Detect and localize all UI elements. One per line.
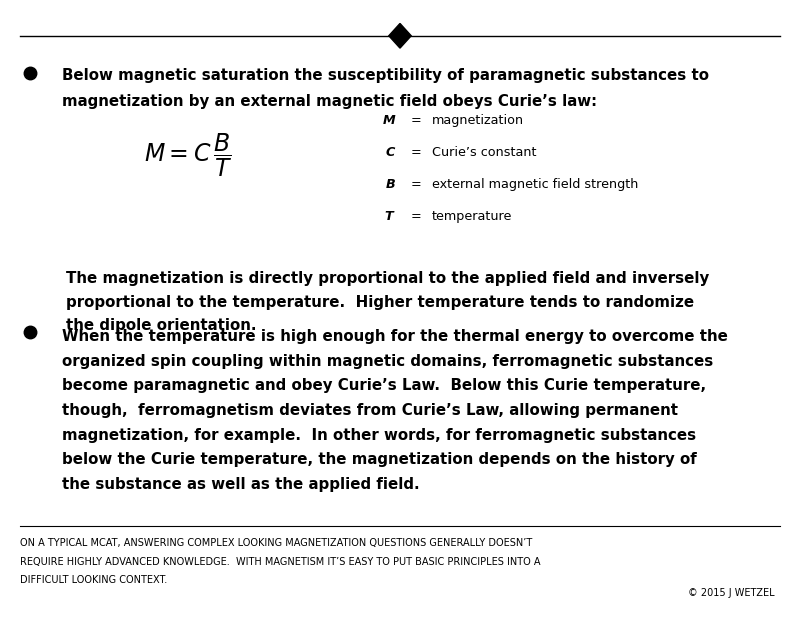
Text: $M = C\,\dfrac{B}{T}$: $M = C\,\dfrac{B}{T}$: [144, 132, 232, 179]
Text: Curie’s constant: Curie’s constant: [432, 146, 537, 159]
Text: $\boldsymbol{C}$: $\boldsymbol{C}$: [385, 146, 396, 159]
Text: below the Curie temperature, the magnetization depends on the history of: below the Curie temperature, the magneti…: [62, 452, 697, 467]
Text: magnetization: magnetization: [432, 114, 524, 127]
Text: though,  ferromagnetism deviates from Curie’s Law, allowing permanent: though, ferromagnetism deviates from Cur…: [62, 403, 678, 418]
Text: © 2015 J WETZEL: © 2015 J WETZEL: [688, 589, 774, 598]
Text: $\boldsymbol{T}$: $\boldsymbol{T}$: [385, 210, 396, 223]
Text: magnetization, for example.  In other words, for ferromagnetic substances: magnetization, for example. In other wor…: [62, 428, 697, 442]
Polygon shape: [389, 23, 411, 48]
Text: =: =: [410, 210, 422, 223]
Text: ON A TYPICAL MCAT, ANSWERING COMPLEX LOOKING MAGNETIZATION QUESTIONS GENERALLY D: ON A TYPICAL MCAT, ANSWERING COMPLEX LOO…: [20, 538, 532, 548]
Text: $\boldsymbol{B}$: $\boldsymbol{B}$: [385, 178, 396, 191]
Text: DIFFICULT LOOKING CONTEXT.: DIFFICULT LOOKING CONTEXT.: [20, 575, 167, 585]
Text: organized spin coupling within magnetic domains, ferromagnetic substances: organized spin coupling within magnetic …: [62, 354, 714, 368]
Text: proportional to the temperature.  Higher temperature tends to randomize: proportional to the temperature. Higher …: [66, 295, 694, 310]
Text: The magnetization is directly proportional to the applied field and inversely: The magnetization is directly proportion…: [66, 271, 709, 286]
Text: become paramagnetic and obey Curie’s Law.  Below this Curie temperature,: become paramagnetic and obey Curie’s Law…: [62, 378, 706, 393]
Text: temperature: temperature: [432, 210, 512, 223]
Text: When the temperature is high enough for the thermal energy to overcome the: When the temperature is high enough for …: [62, 329, 728, 344]
Text: external magnetic field strength: external magnetic field strength: [432, 178, 638, 191]
Text: =: =: [410, 146, 422, 159]
Text: =: =: [410, 114, 422, 127]
Text: REQUIRE HIGHLY ADVANCED KNOWLEDGE.  WITH MAGNETISM IT’S EASY TO PUT BASIC PRINCI: REQUIRE HIGHLY ADVANCED KNOWLEDGE. WITH …: [20, 557, 541, 566]
Text: magnetization by an external magnetic field obeys Curie’s law:: magnetization by an external magnetic fi…: [62, 94, 598, 109]
Text: Below magnetic saturation the susceptibility of paramagnetic substances to: Below magnetic saturation the susceptibi…: [62, 68, 710, 83]
Text: $\boldsymbol{M}$: $\boldsymbol{M}$: [382, 114, 396, 127]
Text: =: =: [410, 178, 422, 191]
Text: the dipole orientation.: the dipole orientation.: [66, 318, 256, 333]
Text: the substance as well as the applied field.: the substance as well as the applied fie…: [62, 477, 420, 492]
